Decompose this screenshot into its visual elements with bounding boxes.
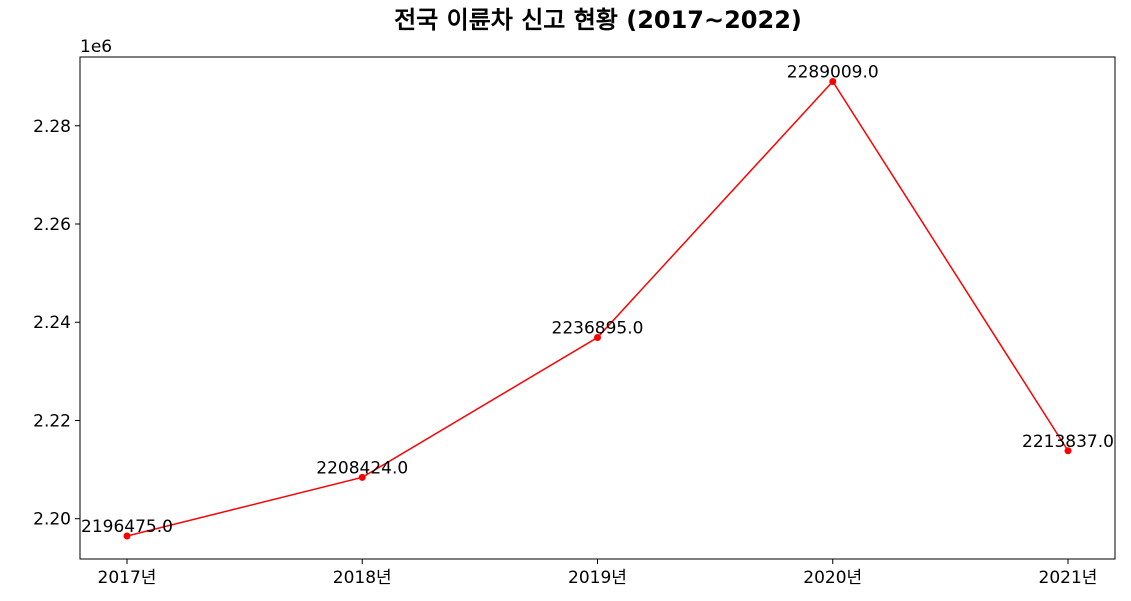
data-point — [358, 473, 366, 481]
x-axis: 2017년 2018년 2019년 2020년 2021년 — [98, 559, 1098, 588]
y-tick-label: 2.24 — [33, 313, 71, 333]
y-tick-label: 2.22 — [33, 411, 71, 431]
data-label: 2196475.0 — [81, 517, 173, 537]
y-tick-label: 2.28 — [33, 117, 71, 137]
x-tick-label: 2019년 — [568, 568, 627, 588]
data-point — [594, 333, 601, 341]
chart-title: 전국 이륜차 신고 현황 (2017~2022) — [394, 6, 802, 34]
data-point — [829, 78, 837, 86]
y-axis: 2.20 2.22 2.24 2.26 2.28 — [33, 117, 80, 530]
data-label: 2236895.0 — [552, 318, 644, 338]
y-tick-label: 2.20 — [33, 510, 71, 530]
data-point — [1064, 447, 1072, 455]
data-label: 2213837.0 — [1022, 432, 1114, 452]
y-offset-label: 1e6 — [80, 37, 112, 57]
x-tick-label: 2021년 — [1039, 568, 1098, 588]
x-tick-label: 2020년 — [803, 568, 862, 588]
data-label: 2289009.0 — [787, 63, 879, 83]
x-tick-label: 2017년 — [98, 568, 157, 588]
x-tick-label: 2018년 — [333, 568, 392, 588]
plot-area-frame — [79, 56, 1116, 560]
data-points — [123, 78, 1072, 540]
data-point — [123, 532, 131, 540]
data-label: 2208424.0 — [316, 458, 408, 478]
series-line — [126, 80, 1069, 537]
y-tick-label: 2.26 — [33, 215, 71, 235]
data-labels: 2196475.0 2208424.0 2236895.0 2289009.0 2213… — [81, 63, 1114, 538]
